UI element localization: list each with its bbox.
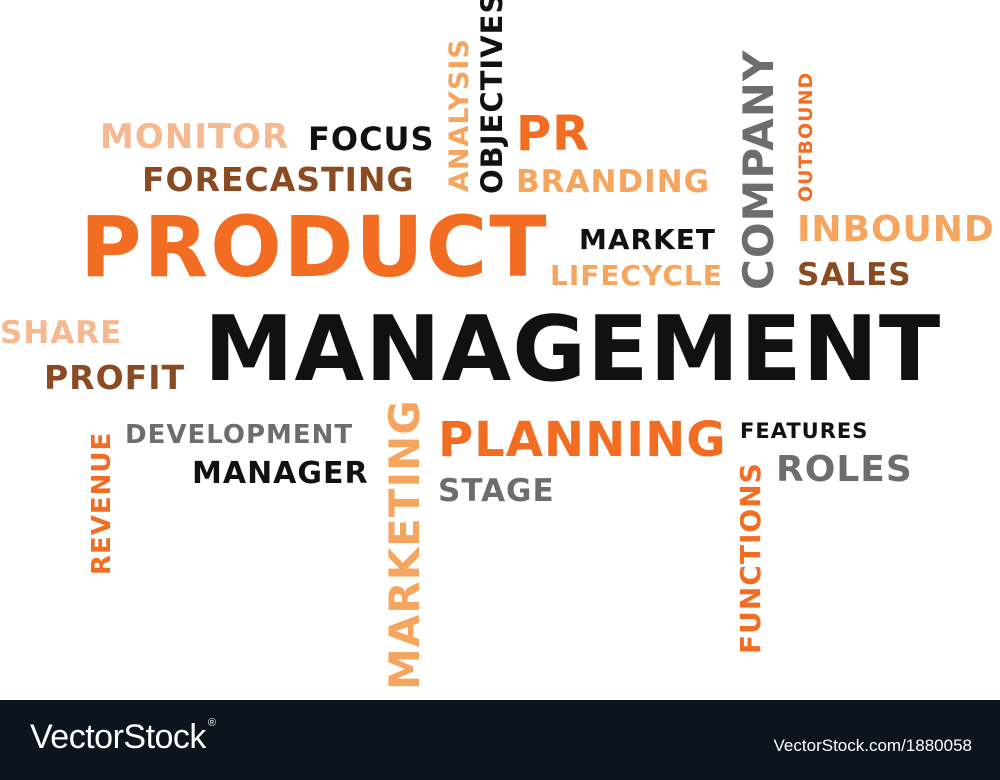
- word-focus: FOCUS: [308, 120, 435, 158]
- word-product: PRODUCT: [80, 198, 549, 296]
- word-revenue: REVENUE: [87, 431, 117, 575]
- word-inbound: INBOUND: [797, 209, 995, 250]
- word-manager: MANAGER: [192, 456, 369, 491]
- word-objectives: OBJECTIVES: [475, 0, 509, 194]
- word-development: DEVELOPMENT: [125, 420, 354, 450]
- word-profit: PROFIT: [44, 358, 185, 397]
- word-stage: STAGE: [438, 473, 555, 509]
- word-functions: FUNCTIONS: [734, 462, 767, 654]
- word-cloud: MONITOR FOCUS FORECASTING ANALYSIS OBJEC…: [0, 0, 995, 690]
- word-market: MARKET: [579, 223, 717, 256]
- word-share: SHARE: [0, 315, 123, 351]
- word-monitor: MONITOR: [100, 117, 290, 157]
- watermark-bar: VectorStock ® VectorStock.com/1880058: [0, 700, 1000, 780]
- vectorstock-logo: VectorStock ®: [30, 716, 216, 756]
- word-company: COMPANY: [734, 49, 783, 290]
- word-planning: PLANNING: [438, 412, 727, 468]
- word-pr: PR: [516, 106, 591, 162]
- word-outbound: OUTBOUND: [795, 71, 817, 202]
- word-sales: SALES: [797, 257, 912, 293]
- word-branding: BRANDING: [516, 164, 711, 200]
- word-marketing: MARKETING: [380, 399, 429, 690]
- word-management: MANAGEMENT: [204, 297, 942, 402]
- word-analysis: ANALYSIS: [444, 38, 475, 192]
- image-id-label: VectorStock.com/1880058: [773, 736, 972, 755]
- word-roles: ROLES: [776, 449, 913, 490]
- word-features: FEATURES: [740, 419, 869, 443]
- word-lifecycle: LIFECYCLE: [550, 259, 723, 292]
- word-forecasting: FORECASTING: [142, 160, 415, 199]
